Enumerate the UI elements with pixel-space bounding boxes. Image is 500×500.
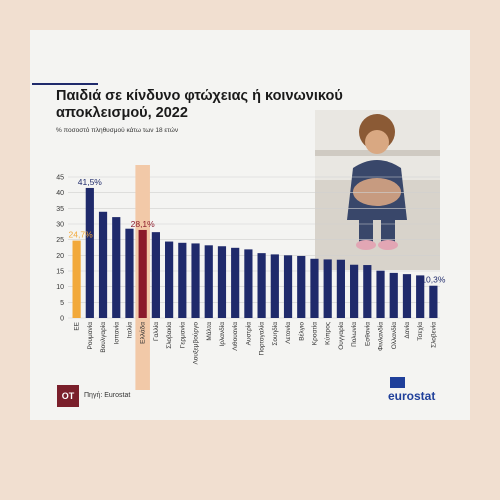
x-tick-label: Βέλγιο xyxy=(297,322,305,341)
bar-2 xyxy=(85,187,94,318)
y-tick-label: 5 xyxy=(60,300,64,307)
bar-19 xyxy=(310,258,319,318)
x-tick-label: Ισπανία xyxy=(112,322,120,345)
y-axis-ticks: 0 5 10 15 20 25 30 35 40 45 xyxy=(56,175,64,323)
y-tick-label: 20 xyxy=(56,253,64,260)
bar-1 xyxy=(72,240,81,318)
x-tick-label: Λιθουανία xyxy=(231,322,239,351)
y-tick-label: 0 xyxy=(60,316,64,323)
bar-13 xyxy=(231,247,240,318)
chart-title: Παιδιά σε κίνδυνο φτώχειας ή κοινωνικού … xyxy=(56,88,343,121)
x-tick-label: Δανία xyxy=(403,322,411,339)
x-tick-label: Σουηδία xyxy=(271,322,279,346)
x-tick-label: Γαλλία xyxy=(152,322,160,341)
x-tick-label: Εσθονία xyxy=(363,322,371,346)
x-tick-label: Γερμανία xyxy=(178,322,186,348)
child-photo xyxy=(315,110,440,270)
data-label: 24,7% xyxy=(69,230,94,240)
eurostat-logo: eurostat xyxy=(388,389,436,403)
x-tick-label: Ρουμανία xyxy=(86,322,94,350)
x-tick-label: Λετονία xyxy=(284,322,292,344)
x-tick-label: ΕΕ xyxy=(74,321,81,330)
bar-6 xyxy=(138,229,147,318)
bar-chart: 0 5 10 15 20 25 30 35 40 45 ΕΕ Ρουμανία Βουλγαρία Ισ… xyxy=(56,165,446,390)
x-tick-label: Ιρλανδία xyxy=(218,322,226,347)
bar-20 xyxy=(323,259,332,318)
x-tick-label: Ιταλία xyxy=(125,322,133,339)
bar-7 xyxy=(151,232,160,318)
x-tick-label: Σλοβακία xyxy=(165,322,173,349)
bar-24 xyxy=(376,270,385,318)
chart-subtitle: % ποσοστό πληθυσμού κάτω των 18 ετών xyxy=(56,127,179,134)
bars xyxy=(72,187,438,318)
title-accent-line xyxy=(32,83,98,85)
data-label: 10,3% xyxy=(421,275,446,285)
bar-9 xyxy=(178,242,187,318)
x-tick-label: Πορτογαλία xyxy=(258,322,266,356)
eu-flag-icon xyxy=(390,377,405,388)
bar-28 xyxy=(429,285,438,318)
bar-23 xyxy=(363,265,372,318)
bar-21 xyxy=(336,259,345,318)
data-label: 28,1% xyxy=(131,219,156,229)
y-tick-label: 25 xyxy=(56,237,64,244)
x-tick-label: Μάλτα xyxy=(205,322,213,341)
x-tick-label: Φινλανδία xyxy=(377,322,385,351)
bar-10 xyxy=(191,243,200,318)
bar-16 xyxy=(270,254,279,318)
bar-15 xyxy=(257,253,266,318)
bar-5 xyxy=(125,228,134,318)
bar-12 xyxy=(217,246,227,318)
x-tick-label: Σλοβενία xyxy=(429,322,437,348)
y-tick-label: 35 xyxy=(56,206,64,213)
ot-logo: OT xyxy=(57,385,79,407)
data-label: 41,5% xyxy=(78,177,103,187)
bar-26 xyxy=(402,274,412,318)
bar-14 xyxy=(244,249,253,318)
x-tick-label: Αυστρία xyxy=(244,322,252,346)
y-tick-label: 15 xyxy=(56,269,64,276)
bar-22 xyxy=(350,264,359,318)
source-text: Πηγή: Eurostat xyxy=(84,392,131,399)
bar-27 xyxy=(416,275,425,318)
x-tick-label: Ελλάδα xyxy=(139,322,147,344)
bar-17 xyxy=(283,255,293,318)
bar-11 xyxy=(204,245,213,318)
bar-4 xyxy=(112,217,121,318)
bar-8 xyxy=(165,241,174,318)
x-tick-label: Βουλγαρία xyxy=(99,322,107,353)
y-tick-label: 10 xyxy=(56,284,64,291)
x-tick-label: Τσεχία xyxy=(416,322,424,341)
x-axis-ticks: ΕΕ Ρουμανία Βουλγαρία Ισπανία Ιταλία Ελλάδα Γα… xyxy=(74,321,438,364)
x-tick-label: Κροατία xyxy=(310,322,318,345)
x-tick-label: Λουξεμβούργο xyxy=(192,322,200,365)
data-labels: 24,7% 41,5% 28,1% 10,3% xyxy=(69,177,446,285)
x-tick-label: Ουγγαρία xyxy=(337,322,345,350)
bar-25 xyxy=(389,272,398,318)
x-tick-label: Ολλανδία xyxy=(390,322,398,350)
x-tick-label: Κύπρος xyxy=(324,322,332,345)
y-tick-label: 45 xyxy=(56,175,64,182)
y-tick-label: 30 xyxy=(56,222,64,229)
bar-18 xyxy=(297,255,306,318)
bar-3 xyxy=(98,211,108,318)
x-tick-label: Πολωνία xyxy=(350,322,358,347)
y-tick-label: 40 xyxy=(56,190,64,197)
